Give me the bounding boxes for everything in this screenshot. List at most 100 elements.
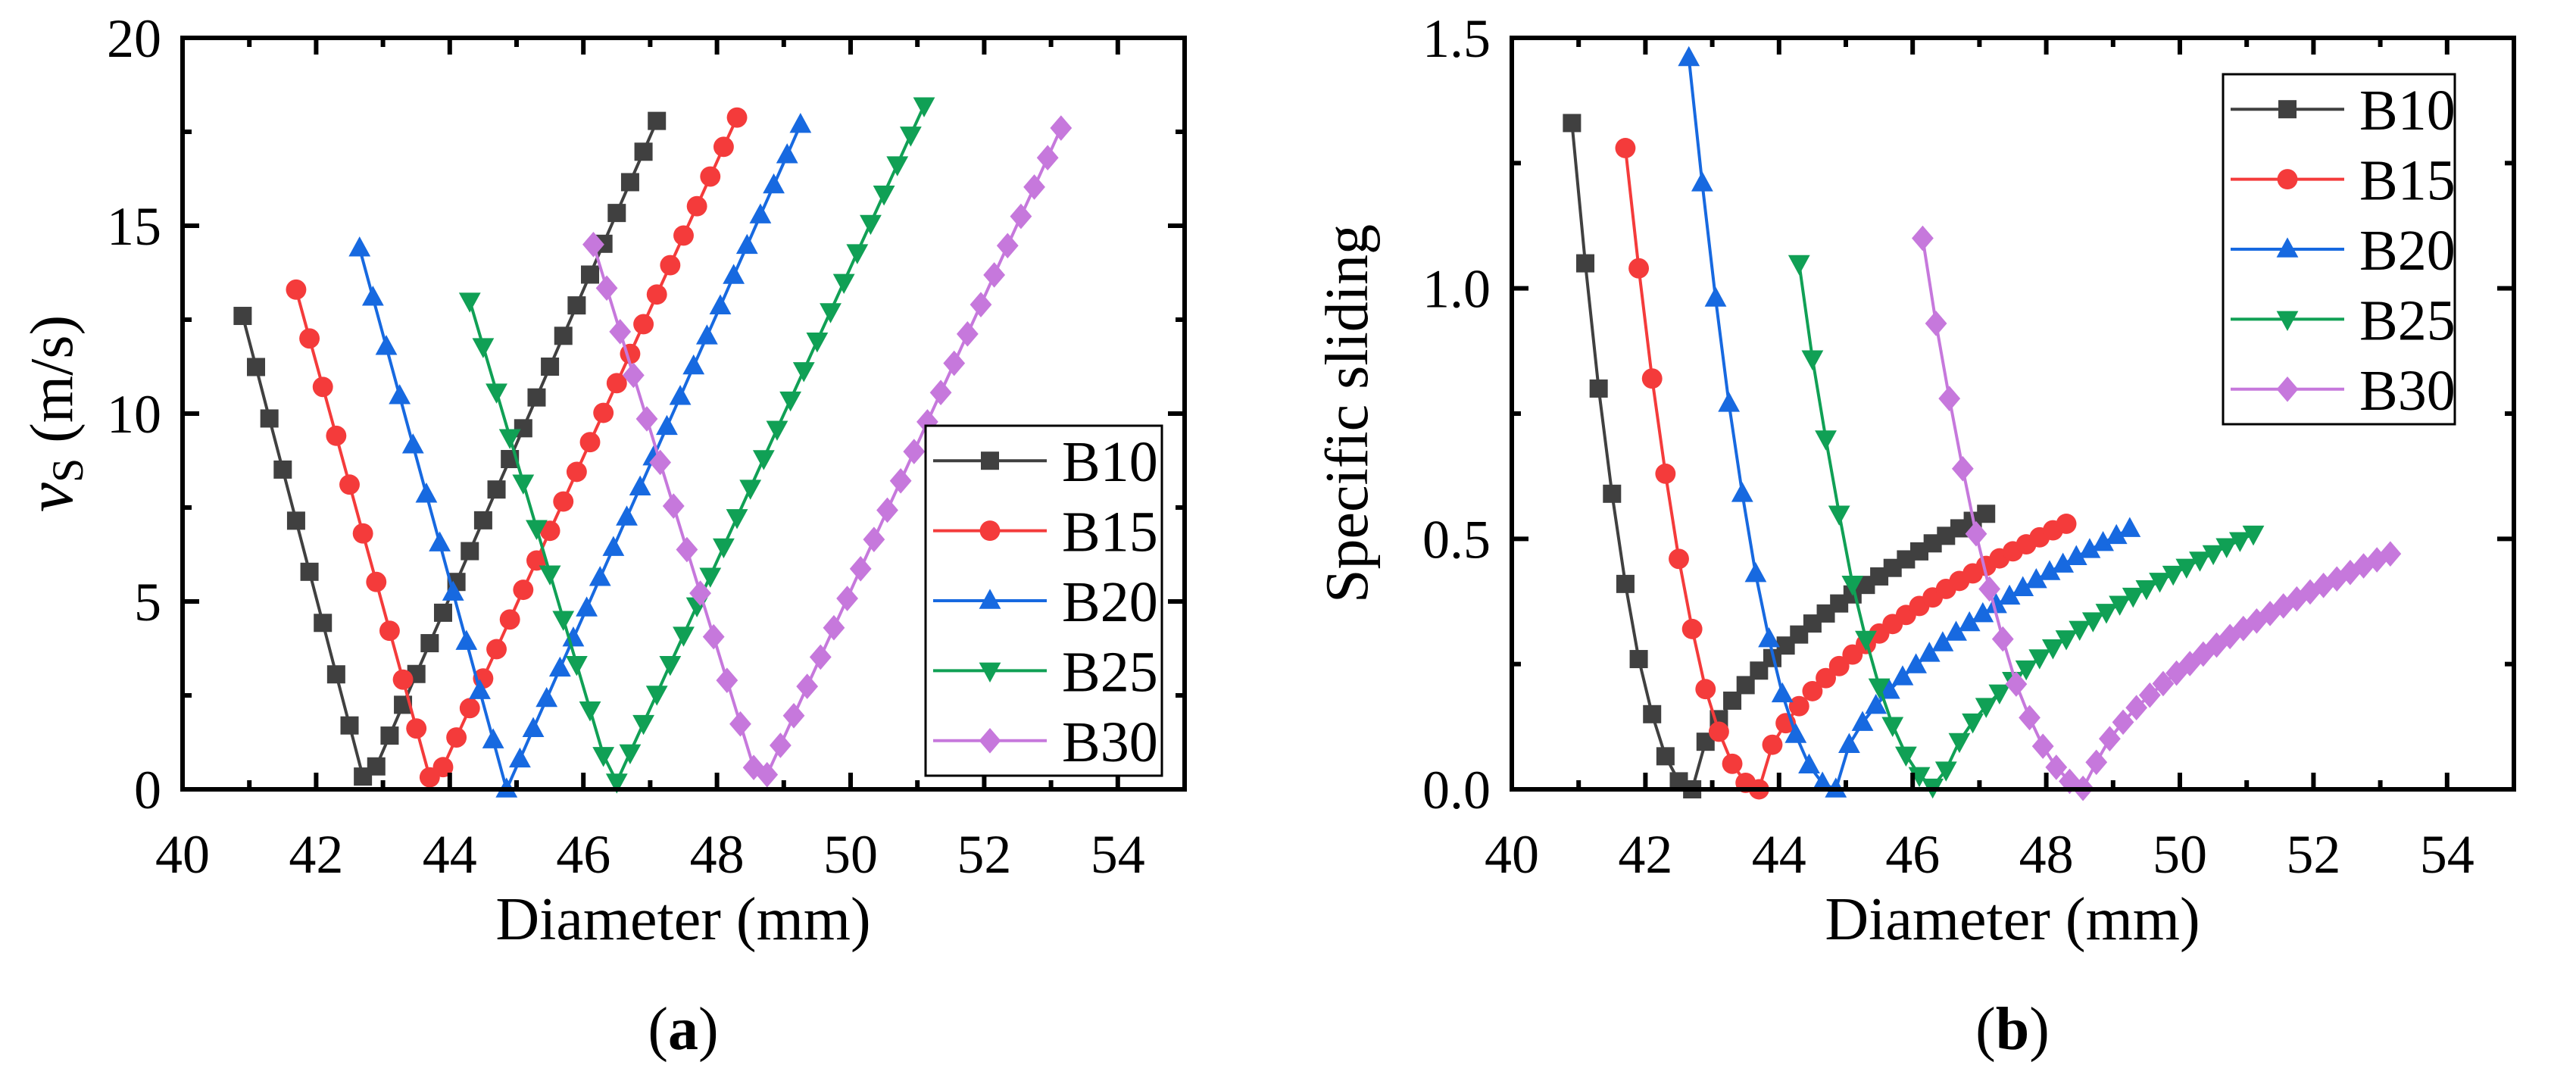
chart-a-point-B10	[648, 111, 667, 130]
chart-b-point-B25	[1801, 350, 1824, 370]
chart-a-point-B30	[609, 319, 632, 345]
chart-a-point-B30	[622, 362, 645, 389]
chart-b-ytick-label: 0.0	[1422, 760, 1491, 820]
chart-a-point-B10	[420, 634, 439, 653]
chart-b-point-B10	[1563, 114, 1582, 133]
legend-label: B10	[1062, 430, 1158, 494]
chart-a-xtick-label: 46	[556, 824, 610, 885]
chart-b-point-B15	[1828, 655, 1850, 676]
chart-b-ytick-label: 0.5	[1422, 509, 1491, 570]
chart-a-point-B30	[582, 232, 604, 258]
chart-b-point-B30	[2125, 695, 2148, 721]
chart-a-point-B20	[361, 286, 384, 306]
legend-marker-diamond	[979, 728, 1001, 754]
chart-a-point-B15	[406, 718, 427, 739]
chart-a-ytick-label: 15	[107, 196, 161, 257]
chart-b-point-B25	[2122, 587, 2144, 608]
chart-a-point-B10	[326, 665, 345, 684]
chart-a-point-B25	[526, 520, 548, 540]
chart-b-point-B25	[1908, 767, 1931, 788]
chart-a-ytick-label: 5	[134, 572, 161, 633]
chart-a-point-B25	[458, 292, 481, 313]
chart-b-point-B10	[1977, 505, 1996, 523]
chart-b-point-B30	[2031, 733, 2054, 759]
chart-a-xlabel: Diameter (mm)	[495, 886, 870, 953]
chart-b-point-B30	[2206, 632, 2228, 658]
chart-a-point-B30	[996, 233, 1019, 259]
chart-b-point-B30	[2379, 541, 2402, 567]
chart-a-legend-entry-B10: B10	[933, 430, 1158, 494]
chart-b-point-B20	[2012, 576, 2034, 596]
chart-b-point-B20	[1704, 286, 1727, 307]
chart-a-point-B30	[903, 439, 926, 464]
chart-a-point-B25	[886, 156, 909, 177]
chart-b-point-B30	[2005, 671, 2028, 697]
chart-a-point-B10	[433, 603, 452, 622]
chart-b-point-B20	[1878, 679, 1900, 699]
chart-a-point-B30	[929, 380, 952, 406]
chart-b-point-B30	[2312, 573, 2335, 598]
legend-marker-circle	[979, 520, 1001, 542]
chart-b-point-B30	[1925, 311, 1947, 336]
legend-marker-square	[2278, 100, 2297, 119]
chart-b-point-B25	[1855, 630, 1877, 651]
chart-a-ytick-label: 20	[107, 8, 161, 69]
chart-b-point-B20	[1678, 45, 1700, 67]
chart-a-xtick-label: 48	[690, 824, 745, 885]
chart-a-point-B15	[673, 225, 694, 246]
chart-a-point-B20	[735, 233, 758, 255]
chart-b-point-B20	[1798, 753, 1820, 774]
chart-a-point-B20	[789, 112, 812, 133]
chart-a-point-B30	[635, 406, 658, 432]
chart-b-xtick-label: 44	[1752, 824, 1806, 885]
chart-a-point-B30	[970, 292, 992, 317]
chart-a-point-B30	[1050, 115, 1073, 141]
chart-a-point-B25	[632, 714, 654, 736]
chart-a-point-B10	[567, 296, 586, 315]
chart-a-ytick-label: 0	[134, 760, 161, 820]
chart-a-point-B15	[392, 669, 414, 690]
chart-b-legend-entry-B20: B20	[2231, 219, 2456, 283]
chart-b-point-B25	[2202, 545, 2225, 566]
chart-b-series-B25	[1788, 255, 2265, 799]
chart-a-point-B25	[806, 332, 829, 353]
chart-b-point-B20	[2078, 538, 2101, 558]
legend-label: B15	[1062, 501, 1158, 564]
legend-label: B30	[2359, 359, 2456, 423]
chart-a-point-B30	[662, 493, 685, 519]
chart-a-point-B20	[535, 686, 558, 708]
chart-b-xtick-label: 52	[2286, 824, 2340, 885]
legend-marker-triangle-down	[2276, 311, 2299, 331]
chart-b-point-B30	[1951, 455, 1974, 482]
chart-a-point-B25	[539, 565, 561, 586]
chart-b-point-B25	[2189, 551, 2211, 572]
chart-b-point-B20	[1865, 693, 1888, 714]
chart-a-point-B25	[498, 429, 521, 449]
chart-a-point-B10	[473, 511, 492, 530]
chart-b-point-B15	[1681, 618, 1703, 639]
chart-a-point-B30	[836, 586, 858, 611]
chart-b-xlabel: Diameter (mm)	[1825, 886, 2200, 953]
chart-b-ytick-label: 1.0	[1422, 259, 1491, 320]
chart-a-point-B10	[581, 265, 600, 284]
chart-b-point-B25	[2055, 630, 2078, 651]
legend-marker-triangle-up	[979, 589, 1001, 609]
chart-b-point-B25	[2081, 612, 2104, 633]
chart-a-point-B30	[729, 711, 751, 737]
chart-b-point-B25	[2228, 532, 2251, 552]
chart-b-legend-entry-B10: B10	[2231, 79, 2456, 142]
chart-b-point-B20	[1998, 584, 2021, 605]
chart-a-xtick-label: 50	[823, 824, 878, 885]
chart-a-point-B15	[539, 520, 560, 542]
chart-a-xtick-label: 52	[957, 824, 1011, 885]
chart-a-point-B25	[739, 480, 762, 500]
chart-a-point-B25	[860, 214, 882, 236]
chart-a-series-B15	[286, 107, 748, 788]
chart-b-point-B25	[1975, 698, 1997, 718]
chart-a-point-B30	[1010, 203, 1032, 230]
chart-b-point-B20	[1972, 601, 1994, 623]
chart-b-point-B10	[1629, 650, 1648, 669]
chart-a-point-B30	[956, 321, 979, 347]
chart-b-point-B30	[2098, 726, 2121, 752]
chart-a-point-B20	[482, 728, 504, 748]
